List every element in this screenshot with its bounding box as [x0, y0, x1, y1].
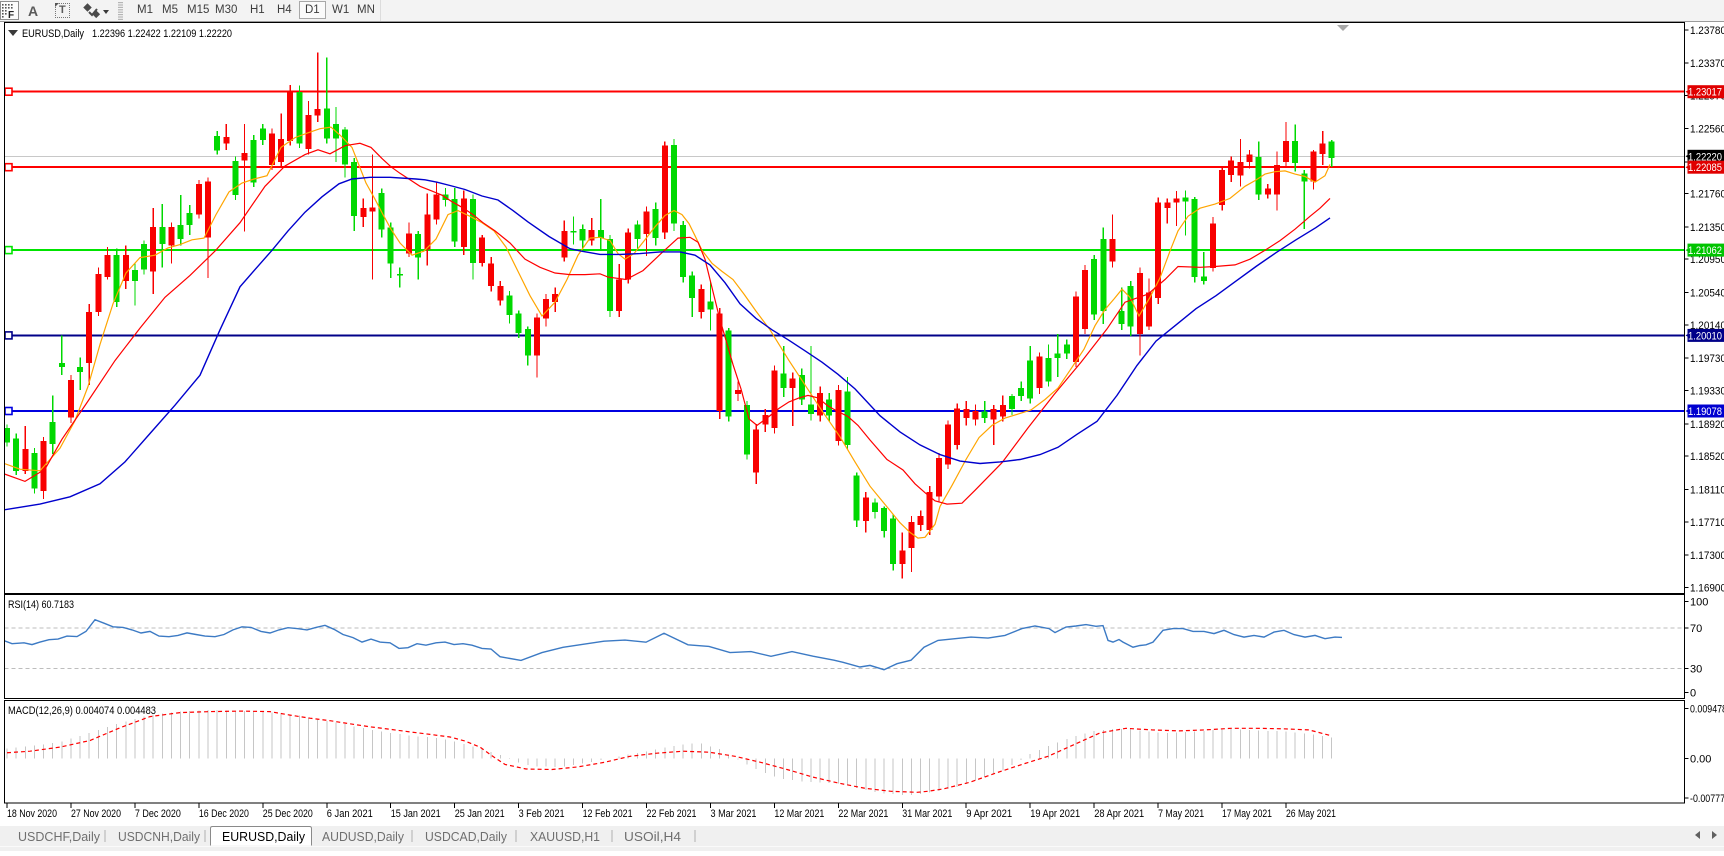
svg-text:1.18520: 1.18520: [1690, 451, 1724, 463]
svg-text:F: F: [8, 10, 14, 19]
svg-text:12 Feb 2021: 12 Feb 2021: [583, 808, 633, 820]
svg-text:9 Apr 2021: 9 Apr 2021: [966, 808, 1012, 820]
svg-text:1.23780: 1.23780: [1690, 25, 1724, 37]
svg-text:1.17710: 1.17710: [1690, 517, 1724, 529]
svg-text:31 Mar 2021: 31 Mar 2021: [902, 808, 952, 820]
svg-text:7 Dec 2020: 7 Dec 2020: [135, 808, 181, 820]
svg-text:19 Apr 2021: 19 Apr 2021: [1030, 808, 1080, 820]
svg-text:27 Nov 2020: 27 Nov 2020: [71, 808, 121, 820]
svg-text:1.21062: 1.21062: [1688, 245, 1722, 257]
svg-text:100: 100: [1690, 597, 1708, 609]
svg-text:1.18920: 1.18920: [1690, 419, 1724, 431]
svg-text:1.23017: 1.23017: [1688, 87, 1722, 99]
svg-text:70: 70: [1690, 623, 1702, 635]
svg-text:EURUSD,Daily: EURUSD,Daily: [22, 28, 84, 40]
svg-text:1.22085: 1.22085: [1688, 162, 1722, 174]
svg-text:1.19078: 1.19078: [1688, 406, 1722, 418]
svg-text:1.19330: 1.19330: [1690, 386, 1724, 398]
svg-text:30: 30: [1690, 663, 1702, 675]
svg-text:22 Feb 2021: 22 Feb 2021: [647, 808, 697, 820]
svg-text:25 Jan 2021: 25 Jan 2021: [455, 808, 505, 820]
svg-text:EURUSD,Daily: EURUSD,Daily: [222, 829, 305, 844]
svg-text:28 Apr 2021: 28 Apr 2021: [1094, 808, 1144, 820]
svg-text:1.18110: 1.18110: [1690, 485, 1724, 497]
svg-text:12 Mar 2021: 12 Mar 2021: [774, 808, 824, 820]
svg-text:1.20010: 1.20010: [1688, 330, 1722, 342]
svg-text:6 Jan 2021: 6 Jan 2021: [327, 808, 373, 820]
svg-text:USDCNH,Daily: USDCNH,Daily: [118, 829, 200, 844]
svg-text:0.009478: 0.009478: [1690, 704, 1724, 716]
svg-text:3 Mar 2021: 3 Mar 2021: [711, 808, 757, 820]
svg-text:7 May 2021: 7 May 2021: [1158, 808, 1204, 820]
svg-text:3 Feb 2021: 3 Feb 2021: [519, 808, 565, 820]
svg-text:22 Mar 2021: 22 Mar 2021: [838, 808, 888, 820]
svg-text:0: 0: [1690, 688, 1696, 700]
svg-text:1.22396 1.22422 1.22109 1.2222: 1.22396 1.22422 1.22109 1.22220: [92, 28, 232, 40]
svg-text:1.21760: 1.21760: [1690, 189, 1724, 201]
svg-text:XAUUSD,H1: XAUUSD,H1: [530, 829, 600, 844]
svg-text:15 Jan 2021: 15 Jan 2021: [391, 808, 441, 820]
svg-text:1.17300: 1.17300: [1690, 550, 1724, 562]
svg-text:RSI(14) 60.7183: RSI(14) 60.7183: [8, 599, 74, 611]
svg-text:1.22560: 1.22560: [1690, 124, 1724, 136]
svg-text:17 May 2021: 17 May 2021: [1222, 808, 1272, 820]
svg-text:0.00: 0.00: [1690, 753, 1711, 765]
svg-text:1.23370: 1.23370: [1690, 58, 1724, 70]
svg-text:AUDUSD,Daily: AUDUSD,Daily: [322, 829, 404, 844]
svg-text:16 Dec 2020: 16 Dec 2020: [199, 808, 249, 820]
svg-text:USDCHF,Daily: USDCHF,Daily: [18, 829, 100, 844]
svg-text:1.16900: 1.16900: [1690, 583, 1724, 595]
svg-text:-0.007778: -0.007778: [1690, 793, 1724, 805]
svg-text:USOil,H4: USOil,H4: [624, 829, 681, 844]
svg-text:1.19730: 1.19730: [1690, 353, 1724, 365]
svg-text:1.21350: 1.21350: [1690, 222, 1724, 234]
svg-text:MACD(12,26,9) 0.004074 0.00448: MACD(12,26,9) 0.004074 0.004483: [8, 705, 156, 717]
svg-text:1.20540: 1.20540: [1690, 288, 1724, 300]
svg-text:25 Dec 2020: 25 Dec 2020: [263, 808, 313, 820]
svg-text:26 May 2021: 26 May 2021: [1286, 808, 1336, 820]
svg-text:USDCAD,Daily: USDCAD,Daily: [425, 829, 507, 844]
svg-text:18 Nov 2020: 18 Nov 2020: [7, 808, 57, 820]
